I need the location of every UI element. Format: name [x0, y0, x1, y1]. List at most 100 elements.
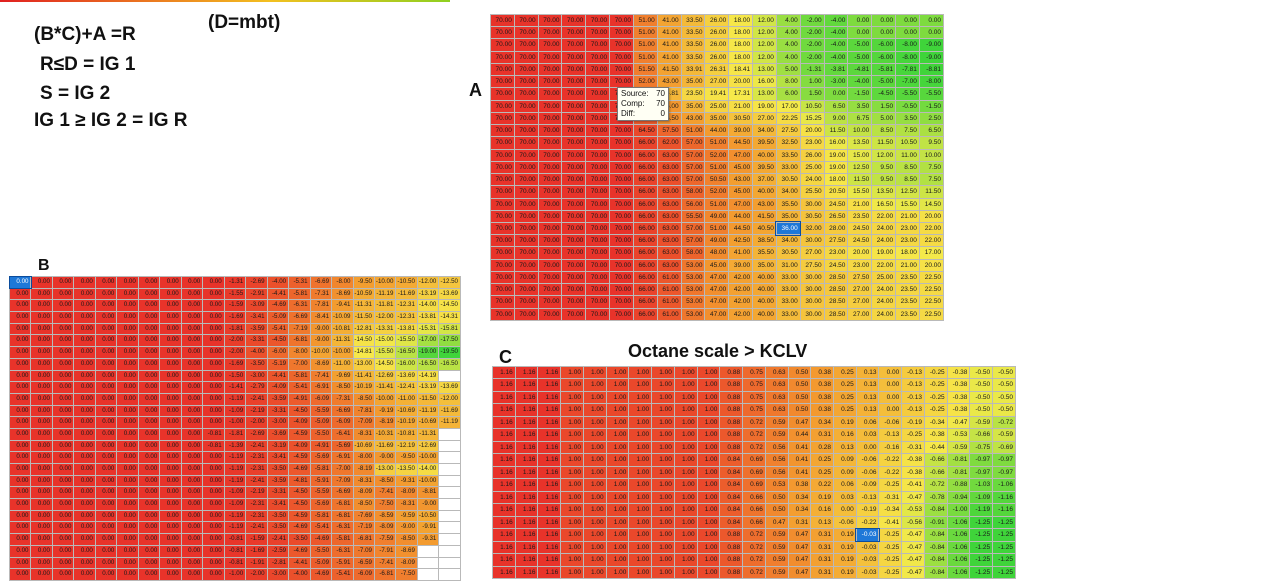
- table-cell[interactable]: 1.00: [560, 415, 584, 430]
- table-cell[interactable]: 23.50: [895, 270, 920, 285]
- table-cell[interactable]: 0.00: [159, 544, 182, 558]
- table-cell[interactable]: 51.00: [632, 38, 658, 52]
- table-cell[interactable]: 1.50: [799, 87, 825, 101]
- table-cell[interactable]: 1.00: [696, 378, 721, 392]
- table-cell[interactable]: -0.22: [878, 465, 903, 480]
- table-cell[interactable]: [438, 568, 461, 581]
- table-cell[interactable]: 1.16: [514, 553, 539, 567]
- table-cell[interactable]: -17.50: [438, 334, 461, 348]
- table-cell[interactable]: -0.97: [992, 453, 1016, 467]
- table-cell[interactable]: -0.19: [855, 503, 880, 517]
- table-cell[interactable]: 0.00: [202, 544, 225, 558]
- table-cell[interactable]: -7.09: [352, 544, 375, 558]
- table-cell[interactable]: 1.16: [492, 465, 516, 480]
- table-cell[interactable]: 70.00: [561, 13, 587, 28]
- table-cell[interactable]: -1.19: [969, 503, 994, 517]
- table-cell[interactable]: 1.00: [651, 465, 675, 480]
- table-cell[interactable]: 0.22: [810, 478, 835, 492]
- table-cell[interactable]: 1.00: [605, 453, 630, 467]
- table-cell[interactable]: -2.59: [266, 544, 290, 558]
- table-cell[interactable]: [438, 486, 461, 500]
- table-cell[interactable]: 1.00: [628, 478, 653, 492]
- table-cell[interactable]: 1.00: [628, 503, 653, 517]
- table-cell[interactable]: 70.00: [585, 307, 611, 321]
- table-cell[interactable]: 21.00: [895, 258, 920, 272]
- table-cell[interactable]: 42.50: [728, 234, 754, 248]
- table-cell[interactable]: -8.69: [331, 287, 354, 301]
- table-cell[interactable]: 0.00: [8, 451, 32, 464]
- table-cell[interactable]: 70.00: [537, 185, 563, 199]
- table-cell[interactable]: 0.00: [30, 486, 53, 500]
- table-cell[interactable]: 1.00: [560, 515, 584, 530]
- table-cell[interactable]: 66.00: [632, 197, 658, 211]
- table-cell[interactable]: -3.31: [245, 334, 268, 348]
- table-cell[interactable]: 22.50: [918, 283, 945, 297]
- table-cell[interactable]: 0.00: [159, 311, 182, 324]
- table-cell[interactable]: 0.88: [719, 528, 744, 542]
- table-cell[interactable]: 0.00: [73, 474, 96, 488]
- table-cell[interactable]: 70.00: [537, 221, 563, 236]
- table-cell[interactable]: 1.00: [560, 440, 584, 455]
- table-cell[interactable]: -0.81: [946, 453, 971, 467]
- table-cell[interactable]: 70.00: [585, 26, 611, 40]
- table-cell[interactable]: -2.31: [245, 451, 268, 464]
- table-cell[interactable]: 0.00: [202, 533, 225, 546]
- table-cell[interactable]: 70.00: [513, 75, 539, 89]
- table-cell[interactable]: -1.69: [223, 357, 247, 371]
- table-cell[interactable]: 0.66: [742, 490, 766, 505]
- table-cell[interactable]: -4.69: [309, 533, 333, 546]
- table-cell[interactable]: -0.31: [901, 440, 925, 455]
- table-cell[interactable]: -4.00: [823, 13, 849, 28]
- table-cell[interactable]: 27.00: [799, 246, 825, 260]
- table-cell[interactable]: -1.39: [223, 439, 247, 453]
- table-cell[interactable]: -4.59: [288, 509, 311, 523]
- table-cell[interactable]: -0.97: [969, 465, 994, 480]
- table-cell[interactable]: 0.00: [180, 299, 204, 313]
- table-cell[interactable]: -6.09: [331, 416, 354, 429]
- table-cell[interactable]: 1.16: [492, 490, 516, 505]
- table-cell[interactable]: 70.00: [609, 234, 634, 248]
- table-cell[interactable]: -5.91: [331, 556, 354, 570]
- table-cell[interactable]: 0.00: [51, 346, 75, 359]
- table-cell[interactable]: 0.00: [8, 369, 32, 383]
- table-cell[interactable]: 63.00: [656, 258, 682, 272]
- table-cell[interactable]: 70.00: [561, 209, 587, 223]
- table-cell[interactable]: -10.50: [395, 276, 418, 289]
- table-cell[interactable]: 1.00: [696, 515, 721, 530]
- table-cell[interactable]: 0.00: [30, 392, 53, 406]
- table-cell[interactable]: -1.25: [969, 515, 994, 530]
- table-cell[interactable]: 1.16: [514, 503, 539, 517]
- table-cell[interactable]: 1.00: [560, 403, 584, 417]
- table-cell[interactable]: 0.00: [137, 498, 161, 511]
- table-cell[interactable]: 1.00: [673, 415, 698, 430]
- table-cell[interactable]: 10.00: [918, 148, 945, 162]
- table-cell[interactable]: -2.00: [245, 568, 268, 581]
- table-cell[interactable]: 70.00: [490, 75, 515, 89]
- table-cell[interactable]: -3.50: [288, 533, 311, 546]
- table-cell[interactable]: 0.00: [94, 369, 118, 383]
- table-cell[interactable]: 0.00: [116, 416, 139, 429]
- table-cell[interactable]: 19.00: [823, 160, 849, 175]
- table-cell[interactable]: 0.00: [73, 451, 96, 464]
- table-cell[interactable]: -0.41: [878, 515, 903, 530]
- table-cell[interactable]: 0.00: [202, 381, 225, 394]
- table-cell[interactable]: 0.50: [787, 365, 812, 380]
- table-cell[interactable]: 1.16: [492, 503, 516, 517]
- table-cell[interactable]: 0.00: [159, 346, 182, 359]
- table-cell[interactable]: -5.81: [288, 287, 311, 301]
- table-cell[interactable]: 5.00: [775, 62, 801, 77]
- table-cell[interactable]: -0.25: [878, 478, 903, 492]
- table-cell[interactable]: -10.00: [416, 474, 440, 488]
- table-cell[interactable]: 35.50: [752, 246, 777, 260]
- table-cell[interactable]: 57.00: [680, 160, 706, 175]
- table-cell[interactable]: 1.00: [605, 365, 630, 380]
- table-cell[interactable]: 55.50: [680, 209, 706, 223]
- table-cell[interactable]: 57.50: [656, 124, 682, 138]
- table-cell[interactable]: 18.41: [728, 62, 754, 77]
- table-cell[interactable]: 70.00: [537, 160, 563, 175]
- table-cell[interactable]: 0.00: [51, 521, 75, 535]
- table-cell[interactable]: 0.00: [30, 311, 53, 324]
- table-cell[interactable]: -4.50: [266, 334, 290, 348]
- table-cell[interactable]: -13.00: [352, 357, 375, 371]
- table-cell[interactable]: 0.00: [180, 276, 204, 289]
